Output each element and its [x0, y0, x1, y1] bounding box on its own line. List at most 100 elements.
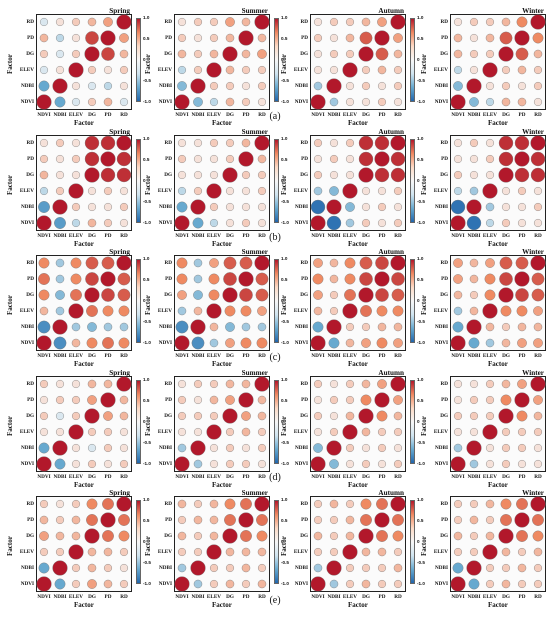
x-tick-label: DG	[88, 474, 96, 480]
correlation-circle	[517, 443, 527, 453]
correlation-circle	[345, 379, 355, 389]
correlation-circle	[466, 440, 482, 456]
heatmap-panel: Spring NDVI NDBI ELEV DG PD RD NDVI NDBI ELEV DG PD…	[6, 6, 151, 127]
heatmap-panel: Autumn NDVI NDBI ELEV DG PD RD NDVI NDBI ELEV DG PD…	[280, 368, 425, 489]
correlation-circle	[119, 459, 129, 469]
x-tick-label: NDBI	[53, 353, 67, 359]
colorbar-tick: 0	[143, 298, 146, 303]
correlation-circle	[52, 319, 68, 335]
correlation-circle	[39, 154, 49, 164]
colorbar-tick: 0.5	[417, 157, 424, 162]
correlation-circle	[225, 547, 235, 557]
plot-area	[310, 14, 406, 110]
correlation-circle	[103, 186, 113, 196]
correlation-circle	[329, 97, 339, 107]
correlation-circle	[326, 215, 342, 231]
correlation-circle	[241, 563, 251, 573]
y-tick-label: NDVI	[294, 219, 308, 226]
y-tick-label: PD	[301, 34, 308, 41]
correlation-circle	[374, 271, 390, 287]
correlation-circle	[55, 65, 65, 75]
x-tick-label: RD	[534, 594, 542, 600]
correlation-circle	[485, 379, 495, 389]
correlation-circle	[450, 576, 466, 592]
correlation-circle	[312, 321, 324, 333]
correlation-circle	[469, 97, 479, 107]
y-tick-label: DG	[300, 532, 308, 539]
heatmap-panel: Autumn NDVI NDBI ELEV DG PD RD NDVI NDBI ELEV DG PD…	[280, 488, 425, 609]
correlation-circle	[345, 579, 355, 589]
correlation-circle	[375, 288, 389, 302]
correlation-circle	[345, 531, 355, 541]
correlation-cells	[36, 376, 132, 472]
correlation-circle	[100, 271, 116, 287]
y-axis-title: Factor	[420, 295, 428, 315]
correlation-circle	[225, 338, 235, 348]
correlation-circle	[374, 30, 390, 46]
correlation-circle	[498, 167, 514, 183]
correlation-circle	[206, 62, 222, 78]
colorbar-tick: -1.0	[143, 99, 151, 104]
correlation-circle	[119, 579, 129, 589]
correlation-circle	[240, 530, 252, 542]
correlation-circle	[358, 287, 374, 303]
correlation-circle	[313, 547, 323, 557]
correlation-circle	[39, 515, 49, 525]
correlation-circle	[358, 167, 374, 183]
correlation-circle	[222, 167, 238, 183]
y-axis-title: Factor	[144, 416, 152, 436]
correlation-circle	[360, 498, 372, 510]
correlation-circle	[391, 272, 405, 286]
correlation-circle	[254, 376, 270, 392]
correlation-circle	[329, 33, 339, 43]
correlation-circle	[193, 379, 203, 389]
correlation-circle	[116, 14, 132, 30]
correlation-circle	[39, 531, 49, 541]
correlation-circle	[55, 170, 65, 180]
correlation-circle	[361, 17, 371, 27]
x-tick-label: DG	[502, 474, 510, 480]
correlation-circle	[515, 288, 529, 302]
y-tick-label: NDBI	[435, 564, 448, 571]
colorbar-tick: 1.0	[143, 377, 150, 382]
y-axis-title: Factor	[420, 54, 428, 74]
correlation-circle	[515, 256, 529, 270]
correlation-circle	[469, 499, 479, 509]
correlation-circle	[453, 379, 463, 389]
correlation-circle	[39, 17, 49, 27]
x-axis-title: Factor	[488, 481, 508, 489]
colorbar-tick: 0.5	[417, 36, 424, 41]
season-title: Winter	[522, 248, 544, 256]
colorbar-tick: 0	[417, 178, 420, 183]
y-tick-label: DG	[26, 171, 34, 178]
correlation-circle	[39, 306, 49, 316]
correlation-circle	[241, 218, 251, 228]
colorbar-tick: 1.0	[143, 256, 150, 261]
correlation-circle	[54, 578, 66, 590]
correlation-circle	[71, 563, 81, 573]
correlation-circle	[116, 167, 132, 183]
colorbar-tick: -1.0	[417, 99, 425, 104]
correlation-circle	[208, 273, 220, 285]
heatmap-panel: Winter NDVI NDBI ELEV DG PD RD NDVI NDBI ELEV DG PD…	[420, 127, 550, 248]
y-tick-label: DG	[440, 171, 448, 178]
correlation-circle	[374, 512, 390, 528]
correlation-circle	[100, 512, 116, 528]
correlation-circle	[313, 81, 323, 91]
correlation-circle	[193, 65, 203, 75]
correlation-circle	[257, 49, 267, 59]
correlation-circle	[190, 440, 206, 456]
correlation-circle	[345, 17, 355, 27]
correlation-circle	[209, 17, 219, 27]
correlation-circle	[36, 456, 52, 472]
correlation-circle	[453, 258, 463, 268]
correlation-cells	[450, 496, 546, 592]
correlation-circle	[514, 271, 530, 287]
correlation-circle	[485, 395, 495, 405]
x-tick-label: ELEV	[68, 594, 84, 600]
x-tick-label: ELEV	[482, 474, 498, 480]
correlation-circle	[530, 255, 546, 271]
x-axis-title: Factor	[74, 360, 94, 368]
x-tick-label: PD	[242, 594, 250, 600]
correlation-circle	[193, 411, 203, 421]
